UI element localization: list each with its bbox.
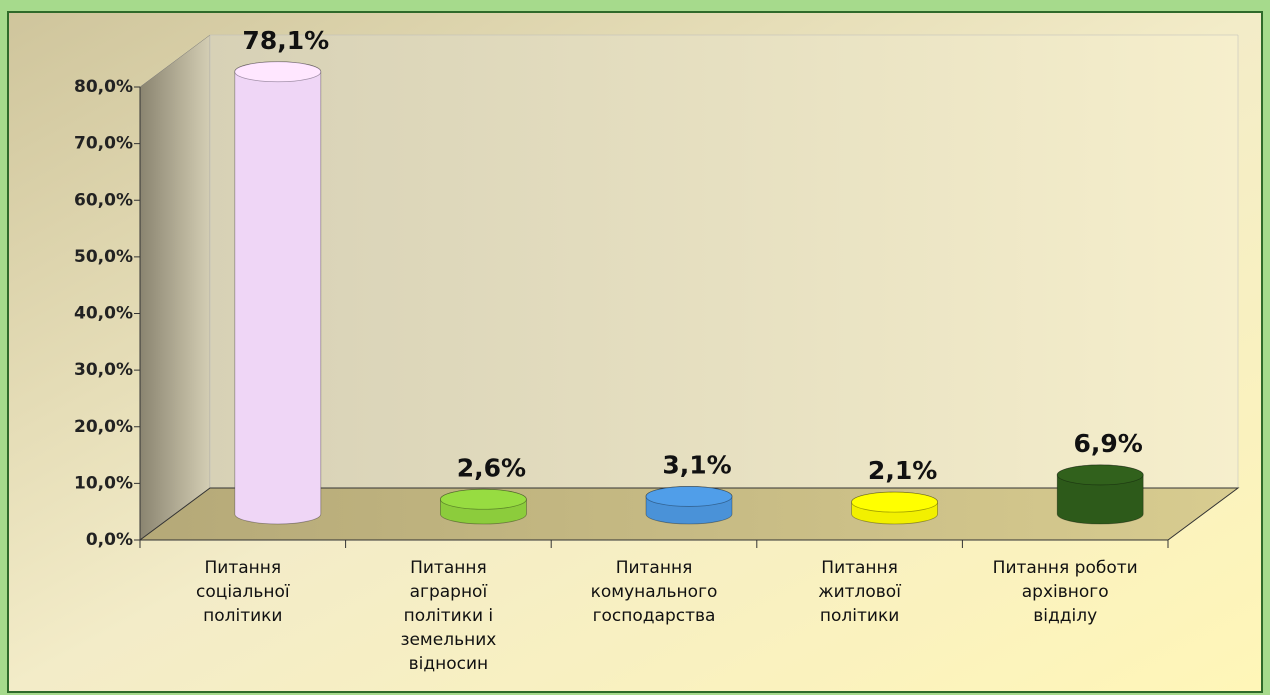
bar-top xyxy=(1056,464,1144,486)
x-tick-label: Питання роботи архівного відділу xyxy=(992,558,1138,626)
y-tick-label: 10,0% xyxy=(74,473,133,493)
x-tick-label: Питання аграрної політики і земельних ві… xyxy=(400,558,497,674)
y-tick-label: 30,0% xyxy=(74,360,133,380)
value-label: 2,6% xyxy=(457,453,526,482)
bar-top xyxy=(851,491,938,513)
value-label: 6,9% xyxy=(1074,429,1143,458)
bar-top xyxy=(234,61,322,83)
x-tick-label: Питання соціальної політики xyxy=(196,558,290,626)
bar-top xyxy=(645,486,733,507)
side-wall xyxy=(139,34,211,541)
x-tick-label: Питання житлової політики xyxy=(818,558,901,626)
bar-top xyxy=(439,488,527,510)
bar xyxy=(234,61,322,525)
y-tick-label: 80,0% xyxy=(74,77,133,97)
y-tick-label: 0,0% xyxy=(86,530,133,550)
back-wall xyxy=(209,34,1239,489)
x-tick-label: Питання комунального господарства xyxy=(590,558,718,626)
y-tick-label: 70,0% xyxy=(74,134,133,154)
value-label: 78,1% xyxy=(242,26,329,55)
y-tick-label: 40,0% xyxy=(74,304,133,324)
y-tick-label: 50,0% xyxy=(74,247,133,267)
value-label: 3,1% xyxy=(662,450,731,479)
y-tick-label: 20,0% xyxy=(74,417,133,437)
value-label: 2,1% xyxy=(868,456,937,485)
y-tick-label: 60,0% xyxy=(74,190,133,210)
